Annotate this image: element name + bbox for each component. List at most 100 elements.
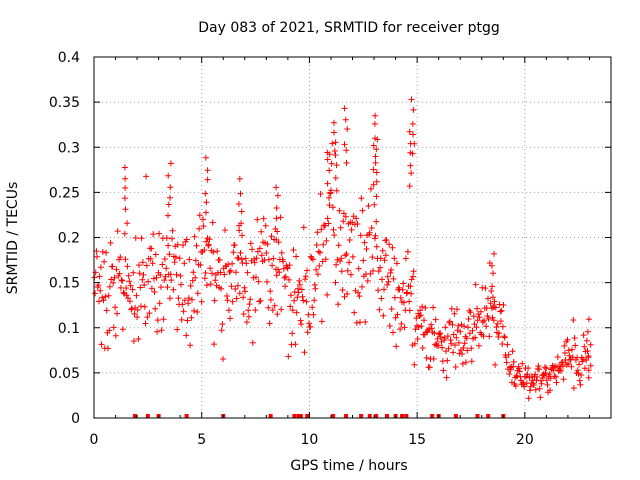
- data-point: [144, 314, 151, 321]
- data-point: [419, 303, 426, 310]
- data-point: [535, 363, 542, 369]
- data-point: [255, 278, 262, 285]
- gap-marker: [296, 414, 301, 418]
- data-point: [167, 295, 173, 302]
- data-point: [485, 295, 491, 302]
- data-point: [556, 367, 563, 374]
- data-point: [286, 276, 292, 283]
- data-point: [110, 324, 117, 331]
- data-point: [326, 167, 333, 174]
- data-point: [179, 301, 186, 308]
- data-point: [96, 298, 102, 305]
- data-point: [122, 256, 129, 263]
- data-point: [431, 330, 438, 337]
- data-point: [200, 223, 207, 230]
- data-point: [384, 273, 391, 280]
- data-point: [273, 272, 280, 279]
- data-point: [482, 285, 489, 292]
- data-point: [572, 342, 579, 349]
- data-point: [161, 256, 168, 262]
- data-point: [406, 128, 413, 135]
- data-point: [247, 240, 254, 247]
- data-point: [189, 296, 195, 303]
- data-point: [324, 156, 331, 163]
- data-point: [201, 247, 208, 253]
- data-point: [406, 307, 413, 314]
- data-point: [106, 327, 113, 334]
- data-point: [183, 236, 190, 243]
- y-tick-label: 0.2: [58, 231, 80, 247]
- gap-marker: [404, 414, 409, 418]
- data-point: [196, 212, 203, 219]
- data-point: [171, 259, 178, 266]
- data-point: [270, 255, 277, 262]
- data-point: [387, 269, 394, 276]
- data-point: [399, 286, 406, 293]
- data-point: [559, 359, 566, 366]
- data-point: [424, 327, 431, 334]
- data-point: [373, 169, 380, 176]
- data-point: [316, 262, 323, 269]
- data-point: [372, 112, 379, 119]
- data-point: [175, 295, 182, 302]
- data-point: [313, 266, 320, 273]
- data-point: [317, 191, 324, 197]
- data-point: [564, 336, 571, 343]
- data-point: [227, 315, 234, 322]
- data-point: [253, 255, 260, 262]
- data-point: [524, 371, 531, 378]
- data-point: [500, 302, 507, 308]
- data-point: [563, 361, 570, 368]
- gap-marker: [359, 414, 364, 418]
- data-point: [256, 245, 263, 252]
- data-point: [194, 309, 201, 315]
- data-point: [484, 313, 491, 319]
- data-point: [148, 285, 155, 292]
- data-point: [560, 376, 567, 383]
- data-point: [578, 372, 585, 378]
- data-point: [269, 262, 276, 269]
- data-point: [161, 277, 168, 284]
- data-point: [404, 289, 411, 296]
- data-point: [451, 310, 458, 317]
- data-point: [410, 268, 417, 275]
- x-axis-title: GPS time / hours: [290, 458, 407, 474]
- data-point: [308, 255, 315, 261]
- data-point: [264, 241, 271, 248]
- gap-marker: [453, 414, 458, 418]
- data-point: [499, 323, 506, 330]
- gap-marker: [430, 414, 435, 418]
- data-point: [322, 256, 329, 263]
- data-point: [111, 274, 118, 281]
- data-point: [404, 248, 411, 255]
- data-point: [329, 140, 336, 147]
- data-point: [341, 141, 348, 148]
- data-point: [479, 319, 486, 325]
- chart-title: Day 083 of 2021, SRMTID for receiver ptg…: [198, 20, 500, 36]
- data-point: [408, 170, 415, 177]
- data-point: [551, 373, 558, 380]
- data-point: [245, 313, 252, 320]
- data-point: [388, 266, 395, 273]
- data-point: [393, 343, 400, 350]
- data-point: [367, 270, 374, 277]
- data-point: [119, 326, 126, 333]
- data-point: [483, 323, 490, 330]
- data-point: [166, 251, 173, 258]
- data-point: [131, 310, 138, 317]
- data-point: [421, 317, 427, 324]
- data-point: [92, 290, 99, 297]
- data-point: [519, 360, 526, 367]
- gridlines: [94, 57, 611, 418]
- data-point: [415, 324, 422, 330]
- data-point: [320, 241, 327, 248]
- data-point: [487, 300, 494, 307]
- data-point: [373, 178, 380, 185]
- data-point: [129, 286, 136, 293]
- data-point: [483, 305, 490, 312]
- data-point: [273, 215, 280, 222]
- data-point: [568, 363, 575, 370]
- data-point: [304, 329, 311, 336]
- data-point: [373, 193, 380, 200]
